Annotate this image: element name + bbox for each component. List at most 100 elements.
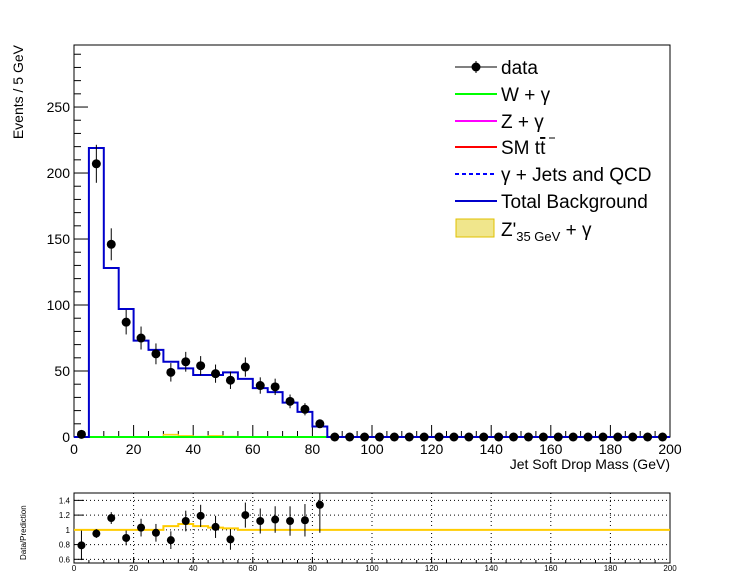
data-point (643, 432, 653, 442)
data-point (494, 432, 504, 442)
data-point (374, 432, 384, 442)
main-x-tick-label: 40 (185, 441, 201, 457)
data-point (76, 429, 86, 439)
ratio-y-tick-label: 1.4 (59, 496, 71, 505)
main-panel: 0 50 100 150 200 250 0 20 40 60 80 100 120 140 160 180… (10, 44, 682, 472)
legend-signal-swatch (455, 218, 495, 238)
data-point (523, 432, 533, 442)
legend-entry-data: data (455, 58, 538, 79)
legend-signal-main: Z' (501, 220, 516, 241)
ratio-x-tick-label: 180 (604, 564, 618, 572)
ratio-point (241, 511, 250, 520)
legend-sm-ttbar-label: SM tt (501, 138, 546, 159)
main-y-tick-label: 250 (47, 99, 71, 115)
legend-entry-z-gamma: Z + γ (455, 112, 544, 133)
legend-tbar-text: t (540, 138, 546, 159)
data-point (136, 333, 146, 343)
y-axis-label: Events / 5 GeV (10, 44, 26, 139)
data-point (449, 432, 459, 442)
ratio-point (92, 529, 101, 538)
ratio-x-tick-label: 60 (248, 564, 257, 572)
data-points (76, 144, 668, 442)
main-y-tick-label: 150 (47, 231, 71, 247)
ratio-point (256, 517, 265, 525)
legend-w-gamma-label: W + γ (501, 85, 551, 106)
data-point (151, 349, 161, 359)
ratio-x-axis-ticks: 0 20 40 60 80 100 120 140 160 180 200 (72, 557, 677, 572)
ratio-x-tick-label: 20 (129, 564, 138, 572)
data-point (360, 432, 370, 442)
data-point (225, 375, 235, 385)
ratio-y-tick-label: 0.6 (59, 555, 71, 564)
legend: data W + γ Z + γ SM tt γ + Jets and QCD (455, 58, 651, 244)
ratio-y-axis-label: Data/Prediction (19, 505, 28, 560)
main-x-tick-label: 160 (539, 441, 563, 457)
ratio-x-tick-label: 100 (365, 564, 379, 572)
ratio-point (181, 517, 190, 525)
data-point (315, 419, 325, 429)
main-x-tick-label: 20 (126, 441, 142, 457)
main-x-tick-label: 100 (360, 441, 384, 457)
legend-signal-sub: 35 GeV (516, 229, 560, 244)
data-point (121, 317, 131, 327)
data-point (196, 361, 206, 371)
data-point (285, 396, 295, 406)
ratio-x-tick-label: 140 (485, 564, 499, 572)
data-point (270, 382, 280, 392)
ratio-point (151, 528, 160, 537)
ratio-point (211, 522, 220, 531)
main-x-axis-ticks: 0 20 40 60 80 100 120 140 160 180 200 (70, 425, 682, 457)
ratio-x-tick-label: 40 (189, 564, 198, 572)
legend-data-label: data (501, 58, 538, 79)
main-x-tick-label: 120 (420, 441, 444, 457)
main-y-tick-label: 50 (54, 363, 70, 379)
ratio-point (122, 533, 131, 542)
main-x-tick-label: 80 (305, 441, 321, 457)
data-point (91, 159, 101, 169)
legend-entry-gamma-jets-qcd: γ + Jets and QCD (455, 165, 651, 186)
ratio-point (77, 541, 86, 550)
ratio-point (271, 515, 280, 524)
data-point (389, 432, 399, 442)
data-point (583, 432, 593, 442)
legend-data-marker (471, 62, 481, 72)
data-point (434, 432, 444, 442)
data-point (330, 432, 340, 442)
ratio-point (226, 535, 235, 544)
ratio-reference-band (74, 522, 670, 531)
ratio-points (77, 493, 324, 561)
ratio-y-tick-label: 1.2 (59, 511, 71, 520)
legend-signal-label: Z'35 GeV + γ (501, 220, 592, 244)
data-point (166, 367, 176, 377)
legend-z-gamma-label: Z + γ (501, 112, 544, 133)
data-point (464, 432, 474, 442)
ratio-x-tick-label: 200 (663, 564, 677, 572)
ratio-point (107, 514, 116, 523)
main-x-tick-label: 200 (658, 441, 682, 457)
data-point (509, 432, 519, 442)
ratio-point (196, 511, 205, 520)
main-plot-frame (73, 44, 671, 438)
ratio-x-tick-label: 80 (308, 564, 317, 572)
data-point (211, 369, 221, 379)
ratio-panel: 0.6 0.8 1 1.2 1.4 0 20 40 60 80 100 120 140 160 180 20… (19, 492, 677, 572)
data-point (598, 432, 608, 442)
data-point (345, 432, 355, 442)
main-y-tick-label: 0 (62, 429, 70, 445)
ratio-x-tick-label: 120 (425, 564, 439, 572)
data-point (240, 362, 250, 372)
data-point (538, 432, 548, 442)
data-point (300, 404, 310, 414)
ratio-point (300, 516, 309, 525)
x-axis-label: Jet Soft Drop Mass (GeV) (510, 456, 670, 472)
main-x-tick-label: 0 (70, 441, 78, 457)
data-point (553, 432, 563, 442)
ratio-x-tick-label: 160 (544, 564, 558, 572)
legend-total-background-label: Total Background (501, 192, 648, 213)
legend-gamma-jets-qcd-label: γ + Jets and QCD (501, 165, 651, 186)
data-point (658, 432, 668, 442)
data-point (255, 381, 265, 391)
main-y-axis-ticks: 0 50 100 150 200 250 (47, 53, 88, 445)
data-point (568, 432, 578, 442)
